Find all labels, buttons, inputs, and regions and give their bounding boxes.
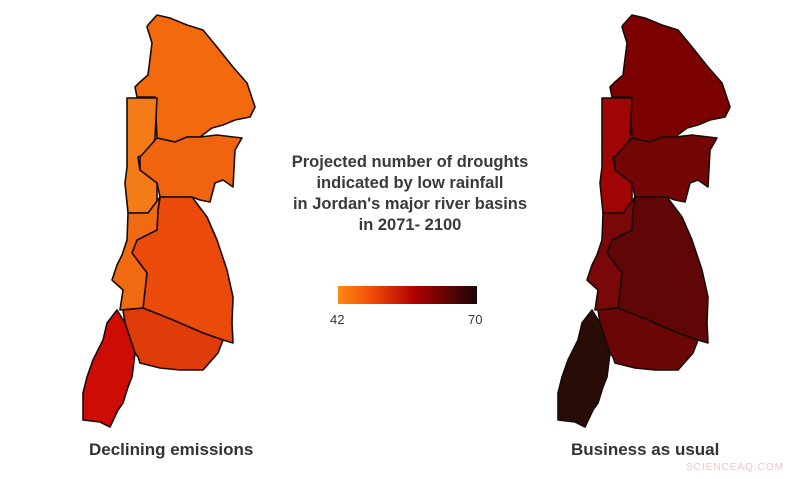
legend-color-bar — [338, 286, 477, 304]
map-business-as-usual — [557, 14, 731, 428]
map-declining-emissions — [82, 14, 256, 428]
title-line: in Jordan's major river basins — [292, 195, 528, 213]
basin-southwest — [557, 309, 611, 428]
map-label-business: Business as usual — [571, 440, 720, 459]
basin-north — [134, 14, 256, 143]
basin-valley-south — [111, 196, 161, 311]
basin-southwest — [82, 309, 136, 428]
title-line: Projected number of droughts — [291, 153, 529, 171]
legend-max-label: 70 — [468, 312, 483, 327]
legend-min-label: 42 — [330, 312, 345, 327]
basin-valley-south — [586, 196, 636, 311]
watermark: SCIENCEAQ.COM — [685, 462, 784, 473]
basin-north — [609, 14, 731, 143]
map-label-declining: Declining emissions — [89, 440, 254, 459]
title-line: indicated by low rainfall — [316, 174, 504, 192]
figure-title: Projected number of droughts indicated b… — [270, 152, 550, 236]
title-line: in 2071- 2100 — [358, 216, 462, 234]
